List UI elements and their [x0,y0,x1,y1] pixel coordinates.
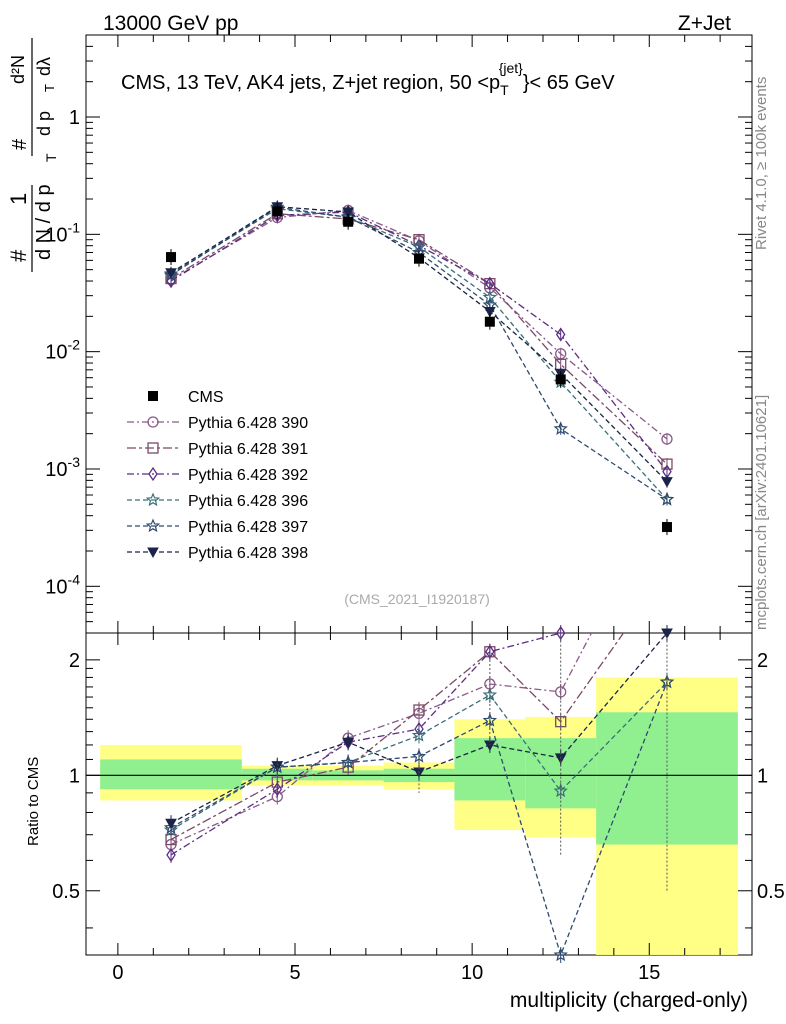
legend-marker [145,518,161,533]
series-point-ratio [272,782,283,797]
y-tick-label-ratio-left: 0.5 [52,881,80,903]
y-tick-label-main: 10-2 [45,337,80,364]
series-point-main [555,327,566,342]
y-title-dn: d N / d p [33,184,55,260]
x-tick-label: 5 [289,962,300,984]
legend-label: Pythia 6.428 396 [188,493,308,510]
y-title-t2: T [42,84,57,92]
y-title-den: d p [34,111,54,136]
cms-point [555,374,566,385]
legend-item-5: Pythia 6.428 397 [127,518,308,536]
series-point-main [165,268,177,279]
series-point-ratio [555,625,566,641]
legend-label: CMS [188,389,224,406]
y-title-hash: # [6,249,31,262]
cms-point [661,522,672,533]
rivet-label: Rivet 4.1.0, ≥ 100k events [753,77,770,250]
series-point-ratio [342,737,354,749]
series-point-ratio [411,748,427,763]
header-left: 13000 GeV pp [103,12,238,35]
series-point-main [342,207,354,219]
y-title-den2: dλ [34,57,54,76]
legend-label: Pythia 6.428 392 [188,467,308,484]
legend-item-4: Pythia 6.428 396 [127,492,308,510]
y-tick-label-main: 10-1 [45,219,80,246]
series-point-ratio [166,847,176,863]
band-inner-0 [100,759,242,790]
series-point-ratio [661,628,673,640]
mcplots-label: mcplots.cern.ch [arXiv:2401.10621] [753,395,770,630]
legend-item-3: Pythia 6.428 392 [127,466,308,484]
series-point-ratio [165,818,177,830]
legend-label: Pythia 6.428 390 [188,415,308,432]
legend-marker [148,466,158,482]
x-tick-label: 0 [112,962,123,984]
y-tick-label-ratio-right: 1 [757,765,768,787]
legend-label: Pythia 6.428 391 [188,441,308,458]
series-point-ratio [413,704,425,716]
legend-item-0: CMS [148,389,224,406]
legend-item-6: Pythia 6.428 398 [127,545,308,562]
svg-text:#: # [6,249,31,262]
legend-marker [145,492,161,507]
series-point-ratio [340,754,356,769]
y-title-hash2: # [9,138,31,150]
legend-label: Pythia 6.428 398 [188,545,308,562]
main-title: CMS, 13 TeV, AK4 jets, Z+jet region, 50 … [121,60,615,98]
cms-point [166,252,177,263]
y-tick-label-main: 1 [69,107,80,129]
legend-label: Pythia 6.428 397 [188,519,308,536]
ratio-ylabel: Ratio to CMS [25,757,42,846]
cms-point [272,206,283,217]
series-point-main [553,421,568,435]
y-tick-label-main: 10-4 [45,571,80,598]
y-axis-title: # 1 d N / d p T # d²N d p T dλ [6,38,59,272]
cms-point [343,216,354,227]
y-tick-label-main: 10-3 [45,454,80,481]
legend-item-1: Pythia 6.428 390 [127,415,308,432]
watermark: (CMS_2021_I1920187) [344,591,490,607]
y-title-t: T [43,153,59,162]
legend-marker [147,416,159,428]
y-title-num: d²N [8,55,28,84]
x-tick-label: 15 [638,962,660,984]
series-point-ratio [411,727,427,742]
series-point-main [659,491,675,506]
cms-point [414,253,424,264]
y-tick-label-ratio-left: 1 [69,765,80,787]
series-point-ratio [482,712,498,727]
x-axis-label: multiplicity (charged-only) [510,989,748,1012]
cms-point [484,316,495,327]
series-point-ratio [271,761,284,772]
series-point-main [484,306,496,318]
y-title-one: 1 [6,193,31,205]
y-tick-label-ratio-right: 2 [757,650,768,672]
legend-marker-cms [148,391,158,401]
x-tick-label: 10 [461,962,483,984]
legend-marker [147,442,159,454]
header-right: Z+Jet [678,12,731,35]
y-tick-label-ratio-right: 0.5 [757,881,785,903]
series-point-main [485,276,495,291]
y-tick-label-ratio-left: 2 [69,650,80,672]
main-plot-frame [85,34,753,634]
series-point-main [661,433,673,445]
series-point-main [661,477,673,488]
ratio-error-extents [276,636,668,891]
ratio-plot-frame [85,632,753,956]
legend-item-2: Pythia 6.428 391 [127,441,308,458]
series-point-ratio [553,947,568,962]
cms-data [166,203,672,536]
legend-marker [147,547,159,559]
